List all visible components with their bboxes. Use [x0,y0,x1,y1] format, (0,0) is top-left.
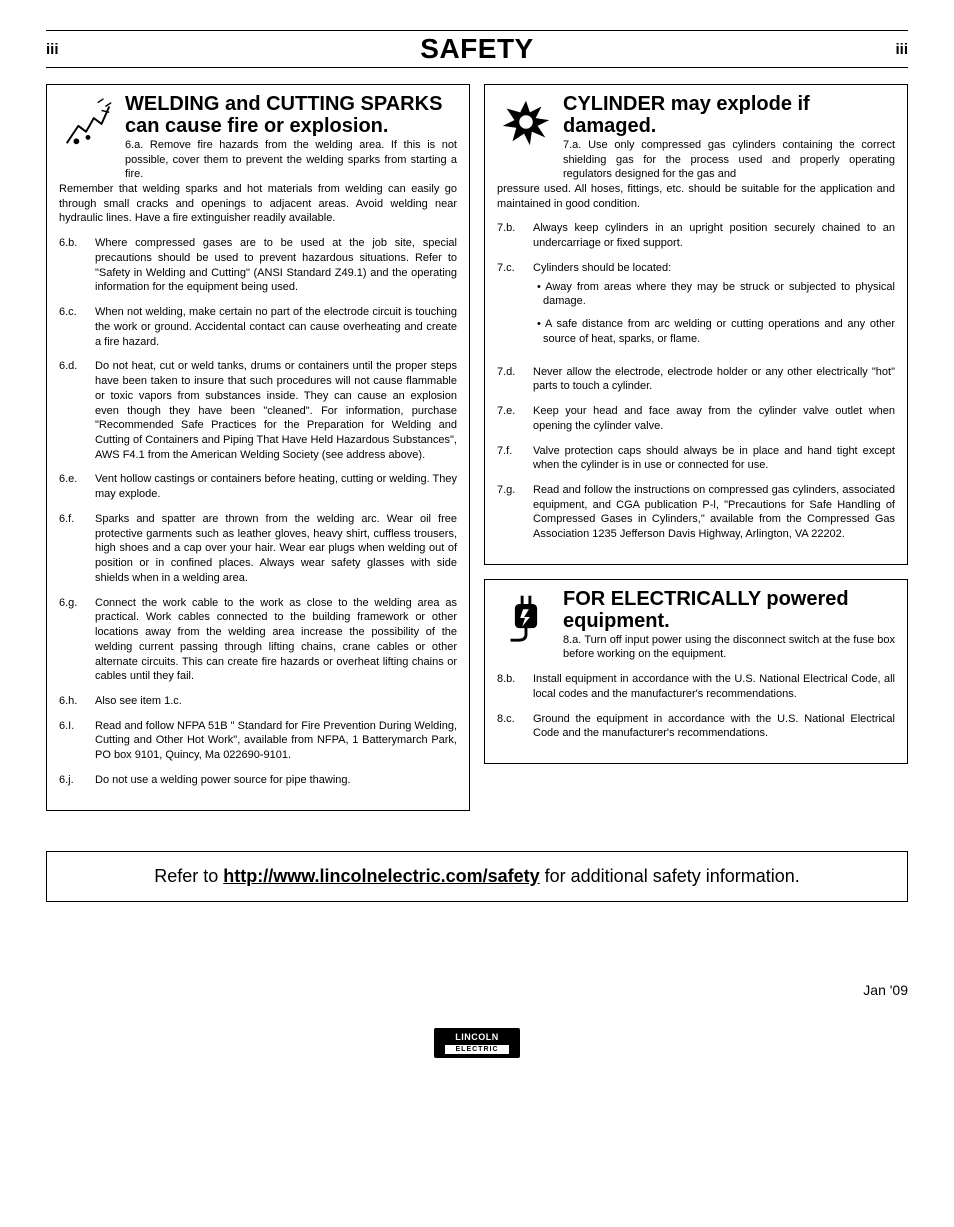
electrical-panel: FOR ELECTRICALLY powered equipment. 8.a.… [484,579,908,764]
page-number-left: iii [46,41,59,58]
cylinder-intro-rest: pressure used. All hoses, fittings, etc.… [497,182,895,211]
item-ref: 6.g. [59,596,87,684]
item-text: Read and follow NFPA 51B " Standard for … [95,719,457,763]
item-text: Keep your head and face away from the cy… [533,404,895,433]
welding-items: 6.b. Where compressed gases are to be use… [59,236,457,788]
item-text: Install equipment in accordance with the… [533,672,895,701]
cylinder-title: CYLINDER may explode if damaged. [563,93,895,138]
item-text: Also see item 1.c. [95,694,457,709]
welding-intro-first: 6.a. Remove fire hazards from the weldin… [125,138,457,182]
logo-sub: ELECTRIC [444,1044,510,1055]
item-ref: 7.e. [497,404,525,433]
explosion-icon [497,93,555,151]
list-item: 7.f. Valve protection caps should always … [497,444,895,473]
list-item: 6.e. Vent hollow castings or containers b… [59,472,457,501]
item-ref: 6.h. [59,694,87,709]
item-ref: 7.c. [497,261,525,355]
list-item: 6.h. Also see item 1.c. [59,694,457,709]
item-ref: 7.b. [497,221,525,250]
list-item: 6.g. Connect the work cable to the work a… [59,596,457,684]
item-ref: 6.e. [59,472,87,501]
item-ref: 7.f. [497,444,525,473]
logo-wrap: LINCOLN ELECTRIC [46,1028,908,1058]
spark-icon [59,93,117,151]
cylinder-panel-head: CYLINDER may explode if damaged. 7.a. Us… [497,93,895,182]
list-item: 7.g. Read and follow the instructions on … [497,483,895,542]
list-item: 6.c. When not welding, make certain no pa… [59,305,457,349]
list-item: 6.b. Where compressed gases are to be use… [59,236,457,295]
refer-prefix: Refer to [154,866,223,886]
cylinder-items: 7.b. Always keep cylinders in an upright … [497,221,895,541]
item-text: Do not heat, cut or weld tanks, drums or… [95,359,457,462]
page-title: SAFETY [420,33,533,65]
sub-bullets: Away from areas where they may be struck… [533,280,895,347]
page-header: iii SAFETY iii [46,30,908,68]
item-text: When not welding, make certain no part o… [95,305,457,349]
item-ref: 6.b. [59,236,87,295]
list-item: 6.f. Sparks and spatter are thrown from t… [59,512,457,586]
lincoln-logo: LINCOLN ELECTRIC [434,1028,520,1058]
item-ref: 6.c. [59,305,87,349]
electrical-title: FOR ELECTRICALLY powered equipment. [563,588,895,633]
item-ref: 8.c. [497,712,525,741]
left-column: WELDING and CUTTING SPARKS can cause fir… [46,84,470,825]
item-text: Never allow the electrode, electrode hol… [533,365,895,394]
logo-top: LINCOLN [455,1032,499,1042]
item-ref: 6.f. [59,512,87,586]
welding-title: WELDING and CUTTING SPARKS can cause fir… [125,93,457,138]
list-item: 6.I. Read and follow NFPA 51B " Standard … [59,719,457,763]
list-item: 7.d. Never allow the electrode, electrode… [497,365,895,394]
welding-sparks-panel: WELDING and CUTTING SPARKS can cause fir… [46,84,470,811]
item-text: Valve protection caps should always be i… [533,444,895,473]
electrical-intro-first: 8.a. Turn off input power using the disc… [563,633,895,662]
item-ref: 6.d. [59,359,87,462]
list-item: 8.b. Install equipment in accordance with… [497,672,895,701]
item-text: Do not use a welding power source for pi… [95,773,457,788]
welding-intro-rest: Remember that welding sparks and hot mat… [59,182,457,226]
list-item: 6.j. Do not use a welding power source fo… [59,773,457,788]
welding-panel-head: WELDING and CUTTING SPARKS can cause fir… [59,93,457,182]
list-item: 7.b. Always keep cylinders in an upright … [497,221,895,250]
list-item: 7.c. Cylinders should be located:Away fro… [497,261,895,355]
list-item: 8.c. Ground the equipment in accordance w… [497,712,895,741]
item-ref: 7.g. [497,483,525,542]
list-item: 7.e. Keep your head and face away from th… [497,404,895,433]
item-text: Always keep cylinders in an upright posi… [533,221,895,250]
item-ref: 7.d. [497,365,525,394]
item-ref: 6.j. [59,773,87,788]
refer-suffix: for additional safety information. [540,866,800,886]
plug-icon [497,588,555,646]
page-number-right: iii [895,41,908,58]
electrical-items: 8.b. Install equipment in accordance with… [497,672,895,741]
item-ref: 8.b. [497,672,525,701]
refer-link[interactable]: http://www.lincolnelectric.com/safety [223,866,539,886]
right-column: CYLINDER may explode if damaged. 7.a. Us… [484,84,908,778]
electrical-panel-head: FOR ELECTRICALLY powered equipment. 8.a.… [497,588,895,662]
item-text: Ground the equipment in accordance with … [533,712,895,741]
content-columns: WELDING and CUTTING SPARKS can cause fir… [46,84,908,825]
sub-bullet: A safe distance from arc welding or cutt… [533,317,895,346]
sub-bullet: Away from areas where they may be struck… [533,280,895,309]
item-text: Connect the work cable to the work as cl… [95,596,457,684]
item-text: Sparks and spatter are thrown from the w… [95,512,457,586]
cylinder-intro-first: 7.a. Use only compressed gas cylinders c… [563,138,895,182]
refer-box: Refer to http://www.lincolnelectric.com/… [46,851,908,902]
item-text: Vent hollow castings or containers befor… [95,472,457,501]
item-ref: 6.I. [59,719,87,763]
item-text: Where compressed gases are to be used at… [95,236,457,295]
cylinder-panel: CYLINDER may explode if damaged. 7.a. Us… [484,84,908,565]
item-text: Cylinders should be located:Away from ar… [533,261,895,355]
footer-date: Jan '09 [46,982,908,998]
list-item: 6.d. Do not heat, cut or weld tanks, drum… [59,359,457,462]
item-text: Read and follow the instructions on comp… [533,483,895,542]
